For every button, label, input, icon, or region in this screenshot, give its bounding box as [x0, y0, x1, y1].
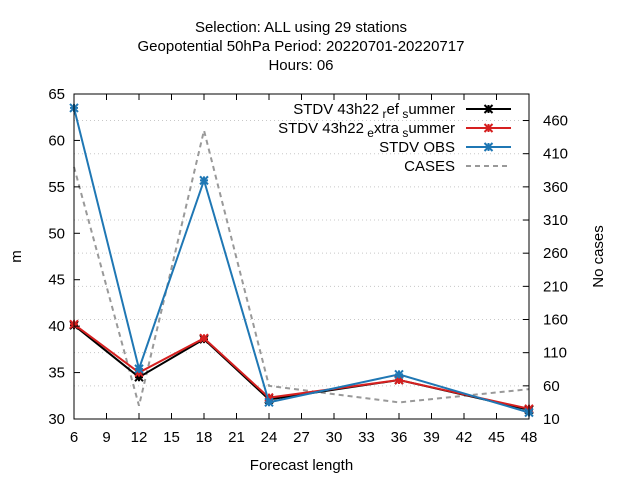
data-point [199, 175, 209, 186]
title-line-3: Hours: 06 [268, 57, 333, 74]
x-tick-label: 45 [488, 429, 505, 446]
data-point [394, 369, 404, 380]
x-tick-label: 18 [196, 429, 213, 446]
series-group [69, 103, 534, 418]
y2-tick-label: 260 [543, 245, 568, 262]
y-tick-label: 45 [48, 272, 65, 289]
data-point [394, 375, 404, 385]
axis-ticks: 6 9 12 15 18 21 24 27 30 33 36 39 42 45 48 30 35 40 45 50 55… [48, 86, 568, 446]
y-tick-label: 30 [48, 411, 65, 428]
y2-tick-label: 110 [543, 345, 567, 362]
legend-label-part: ef [386, 101, 399, 118]
legend-label-1: STDV 43h22 extra summer [278, 120, 455, 140]
x-tick-label: 42 [456, 429, 473, 446]
grid [74, 120, 529, 387]
x-tick-label: 30 [326, 429, 343, 446]
legend-marker [483, 142, 494, 152]
legend-label-2: STDV OBS [379, 139, 455, 156]
legend-marker [483, 104, 494, 114]
legend-label-0: STDV 43h22 ref summer [293, 101, 455, 121]
legend-label-part: s [399, 126, 408, 140]
y-axis-label: m [8, 250, 25, 263]
x-tick-label: 6 [70, 429, 78, 446]
legend-label-part: ummer [408, 120, 455, 137]
y2-tick-label: 460 [543, 113, 568, 130]
legend-label-part: STDV 43h22 [278, 120, 364, 137]
y2-tick-label: 210 [543, 278, 568, 295]
y2-tick-label: 360 [543, 179, 568, 196]
y2-tick-label: 60 [543, 378, 560, 395]
data-point [264, 397, 274, 407]
legend-label-part: STDV OBS [379, 139, 455, 156]
y2-tick-label: 10 [543, 411, 560, 428]
y-tick-label: 55 [48, 179, 65, 196]
legend-label-part: ummer [408, 101, 455, 118]
x-tick-label: 15 [163, 429, 180, 446]
y2-tick-label: 160 [543, 312, 568, 329]
y2-tick-label: 310 [543, 212, 568, 229]
title-line-2: Geopotential 50hPa Period: 20220701-2022… [138, 38, 465, 55]
legend-label-part: e [364, 126, 374, 140]
x-tick-label: 36 [391, 429, 408, 446]
legend-label-part: r [379, 107, 386, 121]
chart-title: Selection: ALL using 29 stations Geopoten… [138, 19, 465, 74]
data-point [199, 333, 209, 343]
series-2 [69, 103, 534, 418]
legend-marker [483, 123, 494, 133]
y2-tick-label: 410 [543, 146, 568, 163]
y-tick-label: 65 [48, 86, 65, 103]
legend-label-part: STDV 43h22 [293, 101, 379, 118]
data-point [134, 364, 144, 374]
x-tick-label: 21 [228, 429, 245, 446]
y-tick-label: 35 [48, 365, 65, 382]
title-line-1: Selection: ALL using 29 stations [195, 19, 407, 36]
x-tick-label: 33 [358, 429, 375, 446]
data-point [264, 392, 274, 403]
series-line-1 [73, 323, 530, 410]
x-tick-label: 39 [423, 429, 440, 446]
legend-label-part: s [399, 107, 408, 121]
y-tick-label: 50 [48, 225, 65, 242]
data-point [134, 372, 144, 382]
x-tick-label: 27 [293, 429, 310, 446]
y-tick-label: 40 [48, 318, 65, 335]
x-tick-label: 9 [102, 429, 110, 446]
x-tick-label: 24 [261, 429, 278, 446]
legend-label-3: CASES [404, 158, 455, 175]
series-line-3 [73, 130, 530, 406]
x-tick-label: 12 [131, 429, 148, 446]
y2-axis-label: No cases [590, 225, 607, 288]
y-tick-label: 60 [48, 132, 65, 149]
legend-label-part: CASES [404, 158, 455, 175]
series-line-0 [73, 324, 530, 411]
x-axis-label: Forecast length [250, 457, 353, 474]
legend-label-part: xtra [374, 120, 400, 137]
series-3 [73, 130, 530, 406]
series-line-2 [73, 107, 530, 414]
x-tick-label: 48 [521, 429, 538, 446]
